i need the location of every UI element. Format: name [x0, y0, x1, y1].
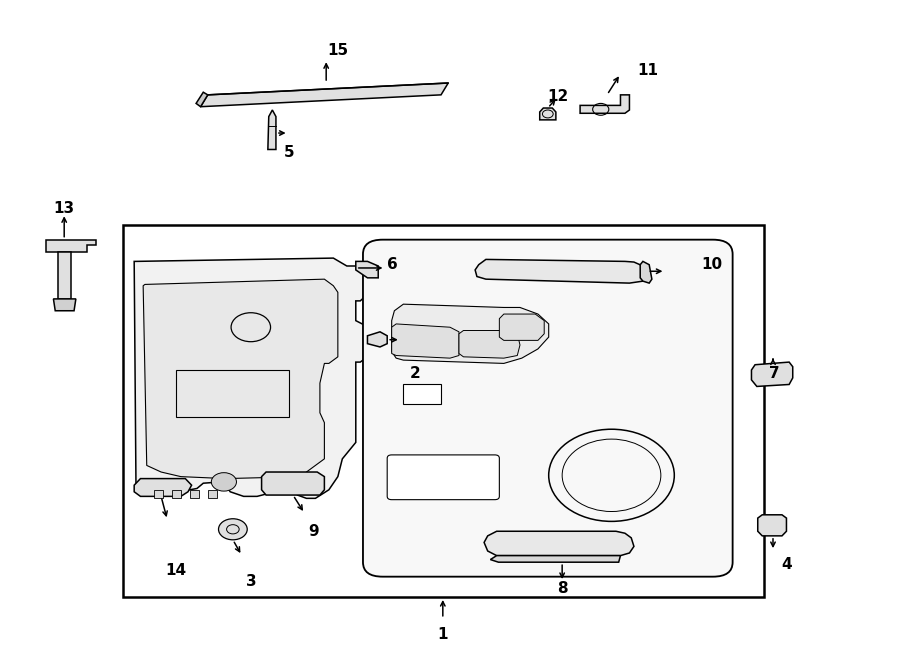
Polygon shape — [640, 261, 652, 283]
Polygon shape — [58, 252, 71, 299]
Polygon shape — [208, 490, 217, 498]
Polygon shape — [268, 110, 276, 149]
Polygon shape — [134, 479, 192, 496]
Bar — [122, 225, 764, 597]
Polygon shape — [580, 95, 629, 113]
Text: 13: 13 — [54, 201, 75, 216]
Text: 3: 3 — [246, 574, 256, 590]
Circle shape — [212, 473, 237, 491]
Text: 11: 11 — [637, 63, 658, 78]
Polygon shape — [752, 362, 793, 387]
Polygon shape — [500, 314, 544, 340]
Polygon shape — [201, 83, 448, 106]
Polygon shape — [262, 472, 324, 495]
Polygon shape — [196, 93, 208, 106]
Polygon shape — [190, 490, 199, 498]
Text: 12: 12 — [547, 89, 568, 104]
Circle shape — [219, 519, 248, 540]
Text: 8: 8 — [557, 581, 568, 596]
Text: 5: 5 — [284, 145, 294, 160]
Text: 15: 15 — [328, 43, 348, 58]
Text: 14: 14 — [166, 563, 187, 578]
FancyBboxPatch shape — [176, 370, 289, 417]
Polygon shape — [540, 108, 556, 120]
FancyBboxPatch shape — [387, 455, 500, 500]
Text: 10: 10 — [701, 257, 723, 272]
Polygon shape — [392, 304, 549, 364]
Polygon shape — [143, 279, 338, 479]
Text: 4: 4 — [781, 557, 792, 572]
Polygon shape — [392, 324, 459, 358]
Polygon shape — [356, 261, 378, 278]
Polygon shape — [459, 330, 520, 358]
Polygon shape — [53, 299, 76, 311]
Text: 7: 7 — [770, 366, 780, 381]
Text: 9: 9 — [309, 524, 319, 539]
Text: 6: 6 — [387, 257, 398, 272]
Polygon shape — [172, 490, 181, 498]
Polygon shape — [491, 556, 620, 563]
Polygon shape — [475, 259, 645, 283]
Text: 2: 2 — [410, 366, 420, 381]
Polygon shape — [367, 332, 387, 347]
Bar — [403, 385, 441, 405]
Polygon shape — [46, 240, 95, 252]
Polygon shape — [154, 490, 163, 498]
Polygon shape — [758, 515, 787, 536]
Text: 1: 1 — [437, 627, 448, 642]
FancyBboxPatch shape — [363, 240, 733, 576]
Polygon shape — [134, 258, 367, 498]
Polygon shape — [484, 531, 634, 556]
